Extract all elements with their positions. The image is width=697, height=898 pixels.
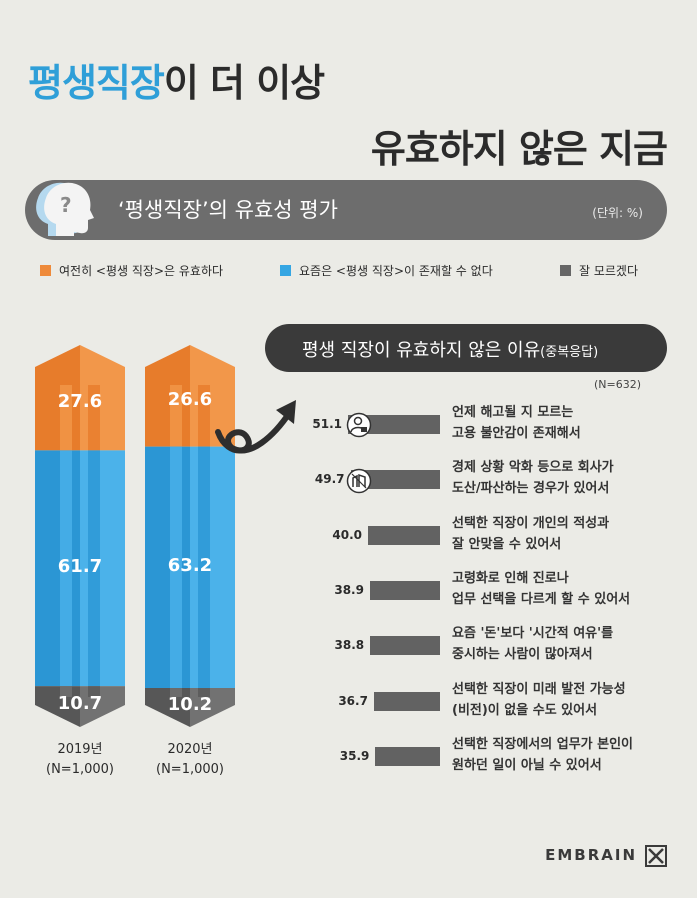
stack-stripe-1-0-0 <box>170 385 182 447</box>
legend-swatch <box>40 265 51 276</box>
banner-title: ‘평생직장’의 유효성 평가 <box>118 198 338 222</box>
reason-text-line2: 도산/파산하는 경우가 있어서 <box>452 481 610 497</box>
reason-bar <box>348 415 440 434</box>
reason-value: 51.1 <box>312 417 343 431</box>
legend-label: 여전히 <평생 직장>은 유효하다 <box>59 264 224 278</box>
reasons-banner <box>265 324 667 372</box>
reasons-title: 평생 직장이 유효하지 않은 이유(중복응답) <box>302 336 598 362</box>
legend-label: 잘 모르겠다 <box>579 264 639 278</box>
category-note: (N=1,000) <box>46 762 114 777</box>
stack-value-label-0-0: 27.6 <box>57 390 103 412</box>
reason-text-line2: 고용 불안감이 존재해서 <box>452 426 581 441</box>
person-lock-icon <box>346 412 372 438</box>
stack-segment-1-2-left <box>145 688 190 727</box>
reason-text-line1: 언제 해고될 지 모르는 <box>452 405 574 420</box>
stack-stripe-0-2-1 <box>88 686 100 697</box>
reason-bar <box>370 636 440 656</box>
section-banner <box>25 180 667 240</box>
reason-value: 36.7 <box>338 693 368 708</box>
stack-stripe-0-0-1 <box>88 385 100 451</box>
legend-item-valid: 여전히 <평생 직장>은 유효하다 <box>40 262 223 279</box>
legend-item-unknown: 잘 모르겠다 <box>560 262 638 279</box>
banner-unit: (단위: %) <box>592 206 643 220</box>
stack-value-label-1-0: 26.6 <box>167 388 213 410</box>
stack-stripe-1-2-0 <box>170 688 182 697</box>
reason-value: 49.7 <box>314 472 345 487</box>
reason-text-line1: 요즘 '돈'보다 '시간적 여유'를 <box>452 626 614 642</box>
legend-swatch <box>280 265 291 276</box>
reason-value: 40.0 <box>332 527 362 542</box>
reason-value: 35.9 <box>339 748 370 763</box>
broken-building-icon <box>346 468 372 494</box>
reason-text-line2: 중시하는 사람이 많아져서 <box>452 647 593 663</box>
stack-value-label-0-1: 61.7 <box>57 556 103 578</box>
reason-value: 38.9 <box>334 582 364 597</box>
title-rest: 이 더 이상 <box>163 61 325 105</box>
stack-stripe-0-2-0 <box>60 686 72 697</box>
reason-text: 선택한 직장이 미래 발전 가능성 (비전)이 없을 수도 있어서 <box>452 679 626 721</box>
stack-stripe-1-2-1 <box>198 688 210 697</box>
legend-swatch <box>560 265 571 276</box>
stack-stripe-0-1-0 <box>60 450 72 687</box>
reason-bar <box>369 580 440 600</box>
reason-text-line1: 선택한 직장에서의 업무가 본인이 <box>452 736 634 752</box>
stack-segment-1-2 <box>190 688 235 727</box>
stack-stripe-1-1-0 <box>170 446 182 689</box>
page-title-line2: 유효하지 않은 지금 <box>370 127 668 171</box>
reason-text-line1: 선택한 직장이 개인의 적성과 <box>452 515 610 531</box>
category-year: 2020년 <box>167 742 213 757</box>
reason-text-line1: 선택한 직장이 미래 발전 가능성 <box>452 681 626 697</box>
page-title-line1: 평생직장이 더 이상 <box>28 52 325 107</box>
stack-stripe-0-1-1 <box>88 450 100 687</box>
stack-value-label-1-2: 10.2 <box>167 693 213 715</box>
title-highlight: 평생직장 <box>28 61 165 105</box>
stack-stripe-1-0-1 <box>198 385 210 447</box>
reason-value: 38.8 <box>334 638 365 653</box>
reasons-title-sub: (중복응답) <box>540 345 599 360</box>
reason-text-line1: 고령화로 인해 진로나 <box>452 570 569 586</box>
reason-text-line1: 경제 상황 악화 등으로 회사가 <box>452 460 614 476</box>
category-year: 2019년 <box>57 742 103 757</box>
reasons-title-text: 평생 직장이 유효하지 않은 이유 <box>302 340 541 361</box>
reason-bar <box>368 525 440 545</box>
brand-logo-icon <box>645 845 667 867</box>
legend-label: 요즘은 <평생 직장>이 존재할 수 없다 <box>299 264 493 278</box>
reason-text-line2: 원하던 일이 아닐 수 있어서 <box>452 757 602 773</box>
category-label: 2019년 (N=1,000) <box>30 740 130 780</box>
category-note: (N=1,000) <box>156 762 224 777</box>
svg-text:?: ? <box>60 193 72 217</box>
reasons-sample-size: (N=632) <box>594 378 642 391</box>
stack-value-label-0-2: 10.7 <box>57 692 103 714</box>
brand-logo-text: EMBRAIN <box>545 846 637 864</box>
category-label: 2020년 (N=1,000) <box>140 740 240 780</box>
legend-item-invalid: 요즘은 <평생 직장>이 존재할 수 없다 <box>280 262 493 279</box>
stack-value-label-1-1: 63.2 <box>167 555 213 577</box>
reason-bar <box>375 746 440 766</box>
stack-stripe-1-1-1 <box>198 446 210 689</box>
reason-bar <box>350 470 440 490</box>
head-question-icon: ? <box>36 182 94 236</box>
reason-text-line2: 업무 선택을 다르게 할 수 있어서 <box>452 591 631 607</box>
curved-arrow-icon <box>215 400 296 454</box>
reason-bar <box>373 691 440 711</box>
stack-stripe-0-0-0 <box>60 385 72 451</box>
reason-text-line2: 잘 안맞을 수 있어서 <box>452 536 562 552</box>
reason-text-line2: (비전)이 없을 수도 있어서 <box>452 702 598 718</box>
